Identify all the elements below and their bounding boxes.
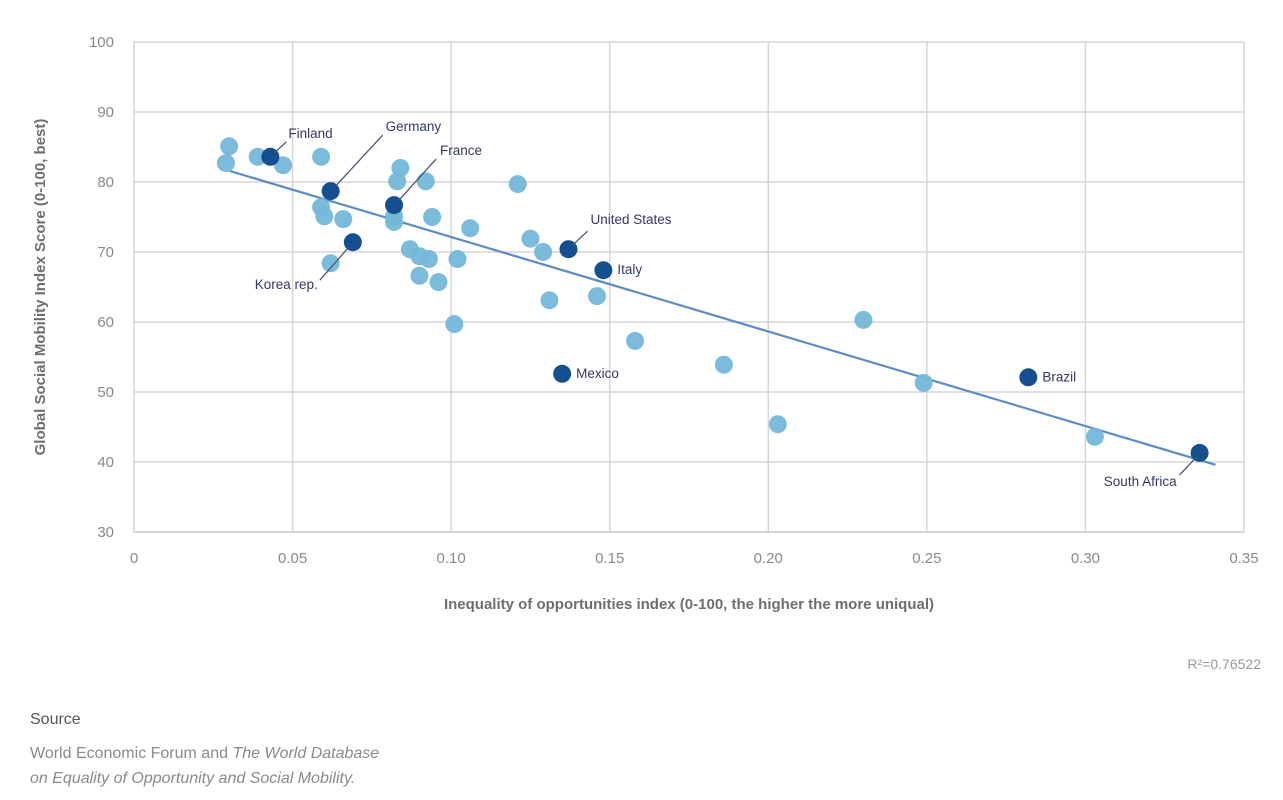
point-label: United States <box>590 212 671 227</box>
data-point <box>312 147 331 166</box>
data-point <box>416 172 435 191</box>
point-label: Brazil <box>1042 369 1076 384</box>
data-points <box>216 137 1104 446</box>
x-axis-title: Inequality of opportunities index (0-100… <box>444 596 934 613</box>
x-tick-label: 0.15 <box>595 550 624 567</box>
point-label: South Africa <box>1104 474 1177 489</box>
point-label: Germany <box>386 119 442 134</box>
data-point <box>588 287 607 306</box>
source-text-italic-2: on Equality of Opportunity and Social Mo… <box>30 770 356 787</box>
data-point <box>315 207 334 226</box>
data-point <box>419 250 438 268</box>
data-point <box>220 137 239 156</box>
highlighted-point <box>321 182 340 201</box>
data-point <box>410 266 429 285</box>
y-tick-label: 70 <box>97 244 114 261</box>
highlighted-point <box>553 364 572 383</box>
x-tick-label: 0 <box>130 550 138 567</box>
x-tick-label: 0.10 <box>437 550 466 567</box>
label-leader-line <box>1179 457 1197 476</box>
data-point <box>714 355 733 374</box>
source-text: World Economic Forum and The World Datab… <box>30 741 379 791</box>
label-leader-line <box>273 141 287 154</box>
label-leader-line <box>335 134 384 187</box>
highlighted-point <box>1019 368 1038 387</box>
x-tick-label: 0.20 <box>754 550 783 567</box>
y-axis-ticks: 30 40 50 60 70 80 90 100 <box>89 34 114 541</box>
data-point <box>768 415 787 434</box>
data-point <box>445 315 464 334</box>
highlighted-point <box>1190 443 1209 462</box>
point-label: Korea rep. <box>255 277 318 292</box>
point-label: Finland <box>288 126 332 141</box>
x-tick-label: 0.05 <box>278 550 307 567</box>
data-point <box>626 331 645 350</box>
y-tick-label: 50 <box>97 384 114 401</box>
x-tick-label: 0.25 <box>912 550 941 567</box>
data-point <box>334 210 353 229</box>
highlighted-point <box>343 233 362 252</box>
x-axis-ticks: 0 0.05 0.10 0.15 0.20 0.25 0.30 0.35 <box>130 550 1259 567</box>
data-point <box>248 147 267 166</box>
y-axis-title: Global Social Mobility Index Score (0-10… <box>32 119 49 456</box>
data-point <box>274 156 293 175</box>
data-point <box>216 154 235 173</box>
data-point <box>423 208 442 226</box>
data-point <box>461 219 480 238</box>
y-tick-label: 80 <box>97 174 114 191</box>
highlighted-point <box>385 196 404 215</box>
label-leader-line <box>572 230 588 246</box>
label-leader-line <box>319 246 350 281</box>
data-point <box>388 172 407 191</box>
point-label: Mexico <box>576 366 619 381</box>
data-point <box>448 250 467 268</box>
data-point <box>521 229 540 248</box>
source-text-plain: World Economic Forum and <box>30 745 233 762</box>
source-title: Source <box>30 711 81 728</box>
data-point <box>540 291 559 310</box>
y-tick-label: 30 <box>97 524 114 541</box>
data-point <box>854 310 873 329</box>
trend-line <box>228 169 1216 466</box>
source-text-italic-1: The World Database <box>232 745 380 762</box>
data-point <box>1085 427 1104 446</box>
grid <box>133 41 1245 533</box>
y-tick-label: 90 <box>97 104 114 121</box>
r-squared-annotation: R²=0.76522 <box>1187 656 1261 672</box>
data-point <box>534 243 553 261</box>
data-point <box>914 373 933 392</box>
highlighted-points <box>261 147 1209 462</box>
label-leader-line <box>398 158 437 201</box>
y-tick-label: 40 <box>97 454 114 471</box>
data-point <box>429 273 448 292</box>
point-label: France <box>440 143 482 158</box>
point-label: Italy <box>617 262 642 277</box>
x-tick-label: 0.30 <box>1071 550 1100 567</box>
x-tick-label: 0.35 <box>1229 550 1258 567</box>
data-point <box>385 212 404 231</box>
data-point <box>321 254 340 273</box>
y-tick-label: 60 <box>97 314 114 331</box>
highlighted-point <box>594 261 613 280</box>
point-labels: Finland Germany France Korea rep. United Sta… <box>255 119 1197 489</box>
y-tick-label: 100 <box>89 34 114 51</box>
data-point <box>508 175 527 194</box>
